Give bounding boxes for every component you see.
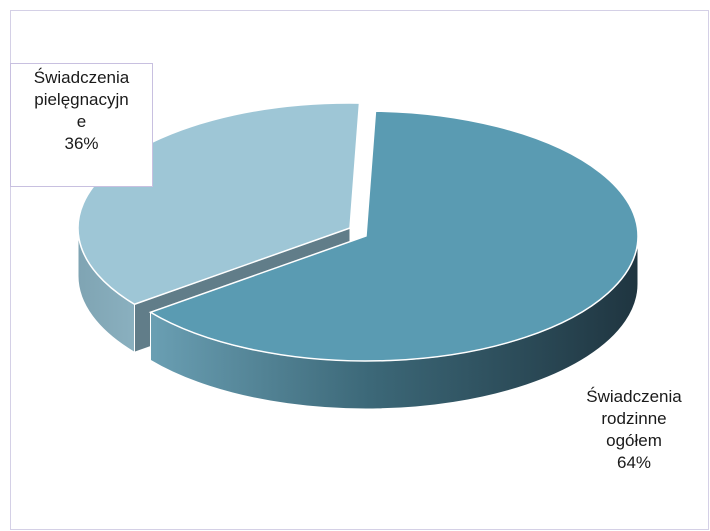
slice-label-pielegnacyjne-line-3: e [76,112,87,131]
slice-label-pielegnacyjne: Świadczenia pielęgnacyjn e 36% [10,63,153,187]
slice-label-rodzinne-line-2: rodzinne [601,409,667,428]
slice-label-pielegnacyjne-line-1: Świadczenia [33,68,130,87]
slice-label-rodzinne: Świadczenia rodzinne ogółem 64% [570,386,698,474]
slice-label-rodzinne-line-1: Świadczenia [586,387,682,406]
pie-top-rodzinne [148,110,639,362]
slice-value-rodzinne: 64% [616,453,652,472]
pie-slice-rodzinne [148,110,639,410]
slice-label-pielegnacyjne-line-2: pielęgnacyjn [34,90,129,109]
slice-value-pielegnacyjne: 36% [64,134,99,153]
slice-label-rodzinne-line-3: ogółem [606,431,662,450]
